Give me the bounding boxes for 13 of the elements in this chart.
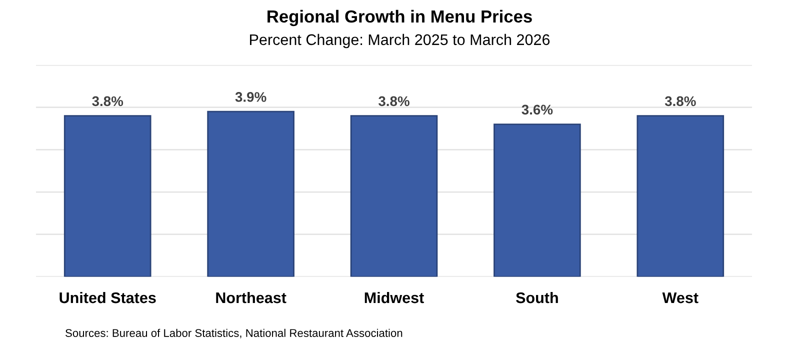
data-label: 3.8% <box>664 96 696 106</box>
x-tick-label: West <box>662 292 698 304</box>
x-tick-label: Midwest <box>364 292 424 304</box>
data-label: 3.9% <box>235 92 266 102</box>
x-tick-label: United States <box>60 292 156 304</box>
data-label: 3.8% <box>92 96 124 106</box>
data-label: 3.8% <box>378 96 410 106</box>
source-note: Sources: Bureau of Labor Statistics, National Restaurant Association <box>66 328 402 338</box>
chart-title: Regional Growth in Menu Prices <box>268 10 532 26</box>
x-tick-label: Northeast <box>216 292 286 304</box>
x-tick-label: South <box>516 292 558 304</box>
chart-subtitle: Percent Change: March 2025 to March 2026 <box>250 34 550 48</box>
data-label: 3.6% <box>522 104 553 115</box>
